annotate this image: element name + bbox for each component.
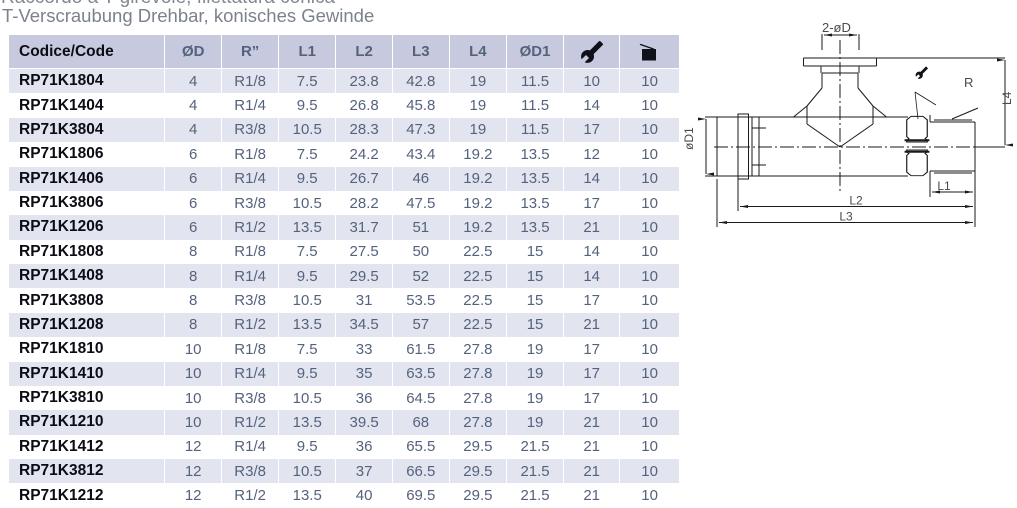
- svg-text:L1: L1: [937, 179, 951, 193]
- svg-text:L4: L4: [1000, 91, 1014, 105]
- svg-text:2-øD: 2-øD: [822, 20, 851, 35]
- svg-text:L3: L3: [839, 210, 853, 224]
- svg-text:øD1: øD1: [682, 127, 696, 150]
- svg-text:L2: L2: [849, 194, 863, 208]
- svg-text:R: R: [964, 75, 973, 90]
